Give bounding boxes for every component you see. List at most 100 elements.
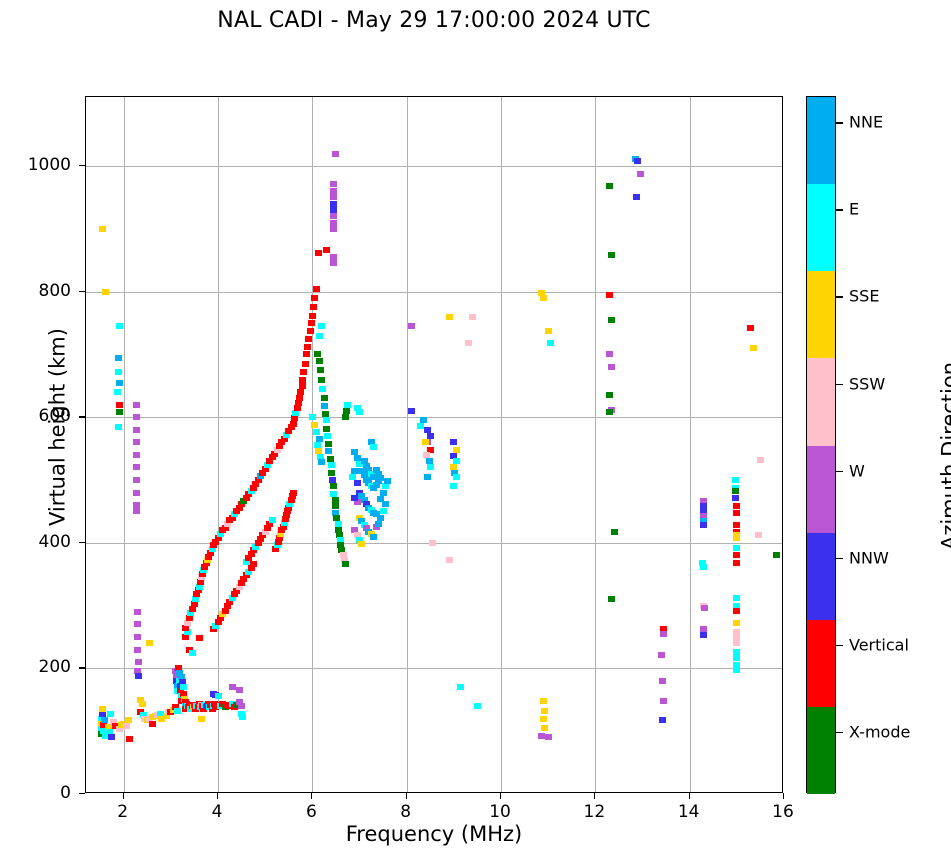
data-point — [341, 414, 349, 421]
data-point — [179, 690, 187, 697]
data-point — [290, 489, 297, 496]
data-point — [363, 524, 371, 531]
data-point — [473, 703, 481, 710]
x-tick-label: 10 — [489, 802, 511, 822]
data-point — [196, 578, 204, 585]
data-point — [102, 288, 110, 295]
data-point — [732, 488, 740, 495]
data-point — [381, 483, 389, 490]
data-point — [133, 451, 141, 458]
data-point — [179, 684, 187, 691]
data-point — [293, 405, 301, 412]
data-point — [115, 725, 123, 732]
data-point — [379, 508, 387, 515]
data-point — [608, 316, 616, 323]
page-title: NAL CADI - May 29 17:00:00 2024 UTC — [217, 8, 651, 33]
data-point — [183, 628, 191, 635]
plot-axes — [85, 96, 783, 793]
data-point — [334, 520, 342, 527]
data-point — [733, 661, 741, 668]
y-tick-label: 0 — [60, 783, 71, 803]
data-point — [425, 458, 433, 465]
data-point — [330, 483, 338, 490]
data-point — [199, 571, 207, 578]
data-point — [235, 686, 243, 693]
data-point — [174, 665, 182, 672]
data-point — [133, 426, 141, 433]
data-point — [205, 553, 213, 560]
colorbar-band-nne — [807, 97, 835, 185]
data-point — [235, 699, 243, 706]
data-point — [135, 672, 143, 679]
data-point — [266, 520, 274, 527]
colorbar-band-w — [807, 445, 835, 533]
data-point — [733, 602, 741, 609]
data-point — [733, 534, 741, 541]
data-point — [377, 495, 385, 502]
x-tick — [405, 793, 407, 799]
data-point — [320, 402, 328, 409]
data-point — [372, 524, 380, 531]
data-point — [298, 382, 306, 389]
y-tick — [79, 541, 85, 544]
data-point — [282, 431, 290, 438]
data-point — [188, 605, 196, 612]
data-point — [186, 646, 194, 653]
data-point — [660, 626, 668, 633]
data-point — [700, 508, 708, 515]
data-point — [114, 369, 122, 376]
data-point — [356, 461, 364, 468]
colorbar-tick — [836, 209, 843, 211]
data-point — [325, 440, 333, 447]
data-point — [426, 446, 434, 453]
data-point — [273, 542, 281, 549]
data-point — [700, 626, 708, 633]
data-point — [360, 458, 368, 465]
data-point — [207, 549, 215, 556]
data-point — [360, 472, 368, 478]
data-point — [370, 444, 378, 451]
data-point — [245, 568, 253, 575]
data-point — [221, 524, 229, 531]
data-point — [272, 546, 280, 553]
data-point — [348, 473, 356, 480]
data-point — [219, 611, 227, 618]
data-point — [733, 509, 741, 516]
data-point — [184, 620, 192, 627]
data-point — [242, 494, 250, 501]
data-point — [754, 532, 762, 539]
data-point — [195, 583, 203, 590]
data-point — [261, 465, 269, 472]
colorbar-label-vertical: Vertical — [849, 635, 909, 655]
data-point — [282, 512, 290, 519]
data-point — [539, 715, 547, 722]
data-point — [452, 473, 460, 480]
y-gridline — [86, 166, 782, 168]
data-point — [700, 503, 708, 510]
data-point — [240, 498, 248, 505]
data-point — [606, 291, 613, 298]
data-point — [188, 649, 196, 656]
x-gridline — [406, 97, 408, 792]
data-point — [247, 564, 255, 571]
data-point — [700, 522, 708, 529]
data-point — [733, 522, 741, 529]
data-point — [608, 364, 616, 370]
data-point — [149, 720, 157, 727]
data-point — [274, 538, 282, 545]
data-point — [749, 345, 757, 352]
colorbar-tick — [836, 122, 843, 124]
data-point — [342, 407, 350, 414]
data-point — [271, 450, 279, 457]
data-point — [330, 200, 338, 207]
x-tick-label: 12 — [583, 802, 606, 822]
data-point — [208, 546, 216, 553]
data-point — [323, 247, 331, 254]
data-point — [311, 294, 319, 301]
data-point — [445, 313, 453, 320]
data-point — [210, 700, 218, 707]
data-point — [422, 439, 430, 446]
data-point — [134, 646, 142, 653]
data-point — [318, 323, 326, 330]
y-tick — [79, 165, 85, 167]
